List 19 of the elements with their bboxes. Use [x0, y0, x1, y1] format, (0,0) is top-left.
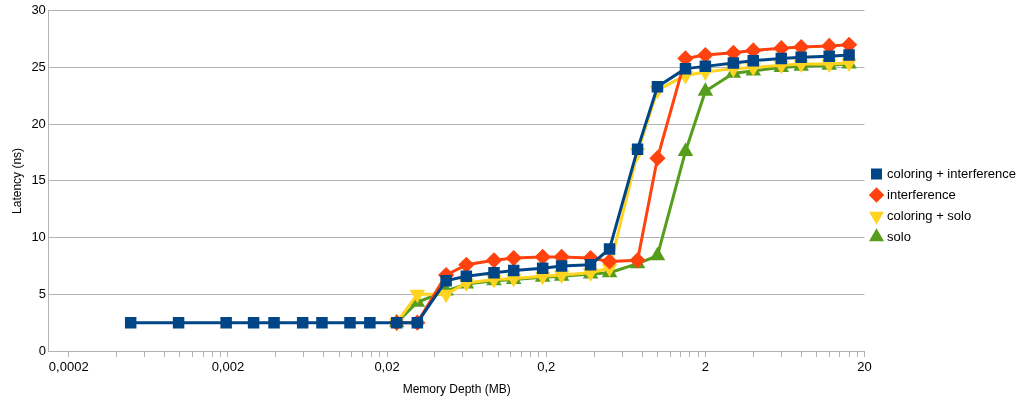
legend-label: coloring + solo [887, 207, 972, 223]
x-tick-label: 0,02 [374, 359, 400, 375]
x-tick-label: 20 [857, 359, 872, 375]
x-tick-label: 0,0002 [48, 359, 89, 375]
legend-label: interference [887, 186, 956, 202]
x-tick-label: 0,002 [211, 359, 245, 375]
y-tick-label: 15 [31, 172, 46, 188]
y-tick-label: 25 [31, 59, 46, 75]
y-tick-label: 20 [31, 115, 46, 131]
y-tick-label: 5 [38, 285, 46, 301]
y-tick-label: 30 [31, 2, 46, 18]
legend-label: solo [887, 228, 911, 244]
x-axis-title: Memory Depth (MB) [402, 382, 511, 397]
y-tick-label: 0 [38, 342, 46, 358]
legend-label: coloring + interference [887, 165, 1017, 181]
x-tick-label: 0,2 [537, 359, 556, 375]
x-tick-label: 2 [701, 359, 709, 375]
y-tick-label: 10 [31, 229, 46, 245]
y-axis-title: Latency (ns) [9, 147, 24, 214]
